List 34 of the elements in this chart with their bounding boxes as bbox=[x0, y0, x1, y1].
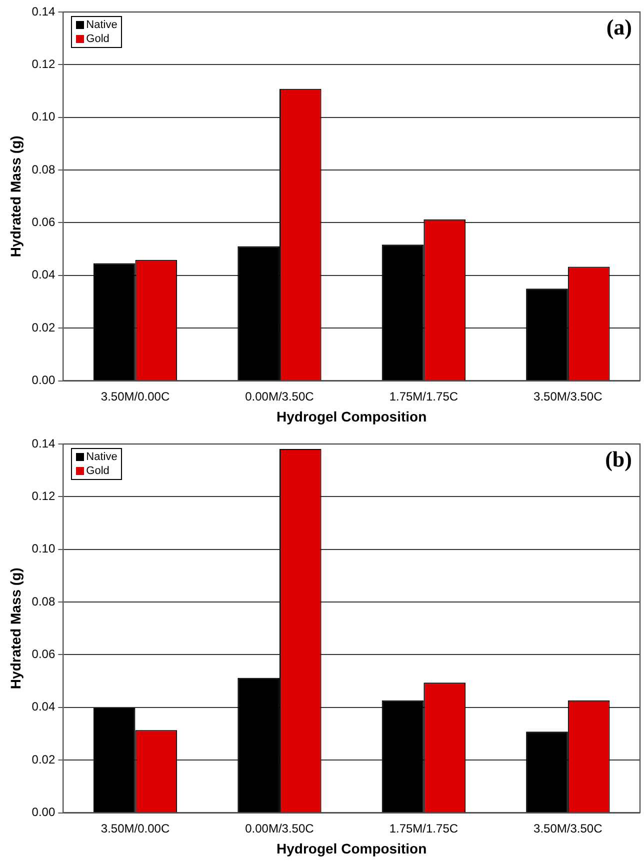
legend-label: Native bbox=[86, 18, 118, 32]
legend-label: Native bbox=[86, 450, 118, 464]
x-axis-title: Hydrogel Composition bbox=[276, 840, 427, 856]
y-axis-title: Hydrated Mass (g) bbox=[7, 568, 24, 690]
y-tick-label: 0.12 bbox=[32, 489, 56, 503]
y-tick-label: 0.10 bbox=[32, 110, 56, 124]
x-tick-label: 3.50M/3.50C bbox=[534, 389, 603, 404]
y-tick-label: 0.00 bbox=[32, 805, 56, 820]
legend-label: Gold bbox=[86, 32, 110, 46]
annotation: (b) bbox=[605, 446, 632, 472]
x-axis-title: Hydrogel Composition bbox=[276, 408, 427, 424]
y-tick-label: 0.00 bbox=[32, 373, 56, 388]
y-axis-title: Hydrated Mass (g) bbox=[7, 136, 24, 258]
y-tick-label: 0.14 bbox=[32, 4, 56, 18]
x-tick-label: 1.75M/1.75C bbox=[389, 821, 458, 836]
legend-label: Gold bbox=[86, 464, 110, 478]
y-tick-label: 0.14 bbox=[32, 436, 56, 450]
x-tick-label: 3.50M/0.00C bbox=[100, 389, 170, 404]
y-tick-label: 0.08 bbox=[32, 594, 56, 608]
y-tick-label: 0.06 bbox=[32, 647, 56, 662]
x-tick-label: 3.50M/0.00C bbox=[100, 821, 170, 836]
y-tick-label: 0.08 bbox=[32, 162, 56, 176]
y-tick-label: 0.12 bbox=[32, 57, 56, 71]
y-tick-label: 0.02 bbox=[32, 752, 56, 766]
x-tick-label: 3.50M/3.50C bbox=[534, 821, 603, 836]
y-tick-label: 0.04 bbox=[32, 268, 56, 282]
y-tick-label: 0.04 bbox=[32, 700, 56, 714]
x-tick-label: 0.00M/3.50C bbox=[245, 821, 314, 836]
x-tick-label: 0.00M/3.50C bbox=[245, 389, 314, 404]
y-tick-label: 0.10 bbox=[32, 542, 56, 556]
annotation: (a) bbox=[606, 14, 632, 40]
y-tick-label: 0.06 bbox=[32, 215, 56, 230]
y-tick-label: 0.02 bbox=[32, 320, 56, 334]
x-tick-label: 1.75M/1.75C bbox=[389, 389, 458, 404]
